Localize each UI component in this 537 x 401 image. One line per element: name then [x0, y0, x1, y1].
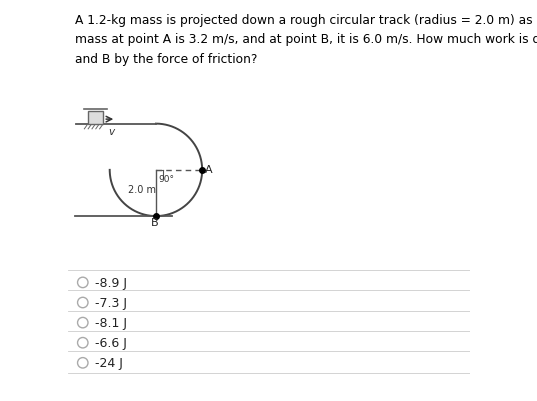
- Text: A: A: [205, 164, 213, 174]
- Bar: [88, 111, 103, 124]
- Text: -6.6 J: -6.6 J: [95, 336, 127, 349]
- Text: -8.1 J: -8.1 J: [95, 316, 127, 329]
- Text: B: B: [151, 217, 158, 227]
- Text: mass at point A is 3.2 m/s, and at point B, it is 6.0 m/s. How much work is done: mass at point A is 3.2 m/s, and at point…: [75, 33, 537, 46]
- Text: -7.3 J: -7.3 J: [95, 296, 127, 309]
- Text: and B by the force of friction?: and B by the force of friction?: [75, 53, 257, 65]
- Text: A 1.2-kg mass is projected down a rough circular track (radius = 2.0 m) as shown: A 1.2-kg mass is projected down a rough …: [75, 14, 537, 27]
- Text: -24 J: -24 J: [95, 356, 123, 369]
- Text: 2.0 m: 2.0 m: [128, 184, 156, 194]
- Text: -8.9 J: -8.9 J: [95, 276, 127, 289]
- Text: 90°: 90°: [158, 175, 175, 184]
- Text: v: v: [108, 126, 114, 136]
